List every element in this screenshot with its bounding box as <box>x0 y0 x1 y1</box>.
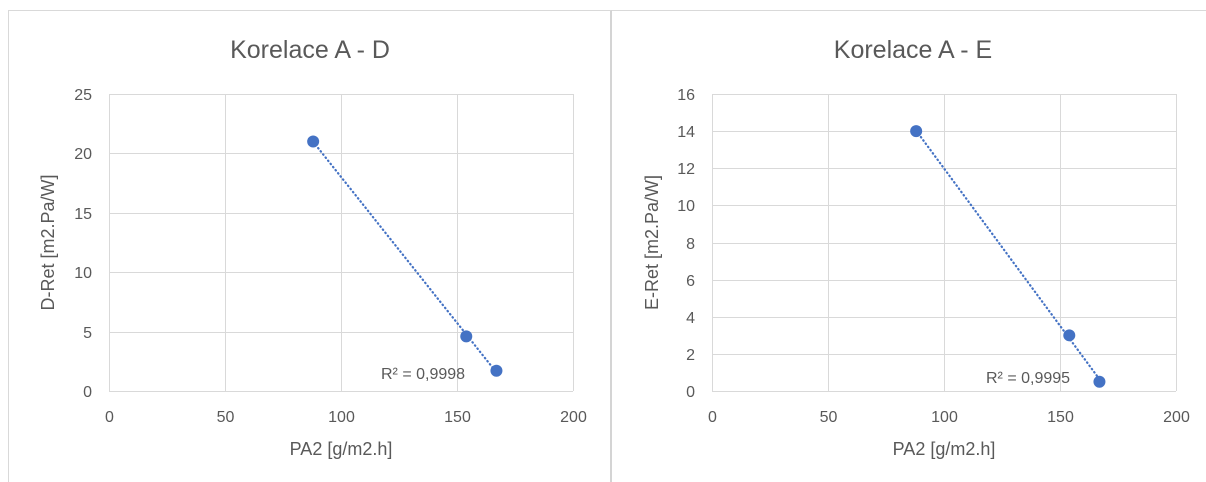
y-tick-label: 4 <box>686 310 695 327</box>
data-points <box>910 125 1106 388</box>
data-point <box>910 125 923 138</box>
y-tick-label: 15 <box>74 206 92 223</box>
chart-title: Korelace A - E <box>834 36 992 64</box>
chart-canvas: 0 5 10 15 20 25 0 50 100 150 200 Korelace A - D P… <box>38 36 587 459</box>
y-tick-label: 25 <box>74 87 92 104</box>
data-point <box>490 364 503 377</box>
x-tick-label: 50 <box>217 409 235 426</box>
y-tick-labels: 0 2 4 6 8 10 12 14 16 <box>677 87 695 401</box>
y-tick-label: 5 <box>83 325 92 342</box>
x-tick-label: 50 <box>820 409 838 426</box>
y-axis-title: E-Ret [m2.Pa/W] <box>642 175 662 310</box>
x-axis-title: PA2 [g/m2.h] <box>290 439 393 459</box>
y-tick-label: 12 <box>677 161 695 178</box>
x-tick-label: 150 <box>444 409 471 426</box>
trendline-group <box>915 129 1101 381</box>
x-axis-title: PA2 [g/m2.h] <box>893 439 996 459</box>
y-axis-title: D-Ret [m2.Pa/W] <box>38 174 58 310</box>
y-tick-label: 16 <box>677 87 695 104</box>
data-points <box>307 135 503 377</box>
r-squared-label: R² = 0,9998 <box>381 366 465 383</box>
gridlines <box>712 94 1177 392</box>
y-tick-label: 6 <box>686 273 695 290</box>
x-tick-label: 100 <box>931 409 958 426</box>
y-tick-label: 0 <box>83 384 92 401</box>
data-point <box>1093 375 1106 388</box>
x-tick-labels: 0 50 100 150 200 <box>105 409 587 426</box>
chart-korelace-a-d: 0 5 10 15 20 25 0 50 100 150 200 Korelace A - D P… <box>8 10 612 482</box>
data-point <box>307 135 320 148</box>
y-tick-label: 0 <box>686 384 695 401</box>
gridlines <box>109 94 574 392</box>
r-squared-label: R² = 0,9995 <box>986 370 1070 387</box>
y-tick-label: 14 <box>677 124 695 141</box>
y-tick-label: 8 <box>686 236 695 253</box>
x-tick-label: 150 <box>1047 409 1074 426</box>
x-tick-labels: 0 50 100 150 200 <box>708 409 1190 426</box>
chart-canvas: 0 2 4 6 8 10 12 14 16 0 50 100 150 200 Korelace A - … <box>642 36 1190 459</box>
y-tick-label: 10 <box>677 198 695 215</box>
trendline <box>915 129 1101 381</box>
y-tick-label: 2 <box>686 347 695 364</box>
x-tick-label: 200 <box>1163 409 1190 426</box>
x-tick-label: 0 <box>105 409 114 426</box>
y-tick-label: 20 <box>74 146 92 163</box>
x-tick-label: 0 <box>708 409 717 426</box>
chart-title: Korelace A - D <box>230 36 390 64</box>
data-point <box>460 330 473 343</box>
data-point <box>1063 329 1076 342</box>
x-tick-label: 100 <box>328 409 355 426</box>
chart-korelace-a-e: 0 2 4 6 8 10 12 14 16 0 50 100 150 200 Korelace A - … <box>612 10 1206 482</box>
x-tick-label: 200 <box>560 409 587 426</box>
y-tick-label: 10 <box>74 265 92 282</box>
y-tick-labels: 0 5 10 15 20 25 <box>74 87 92 401</box>
